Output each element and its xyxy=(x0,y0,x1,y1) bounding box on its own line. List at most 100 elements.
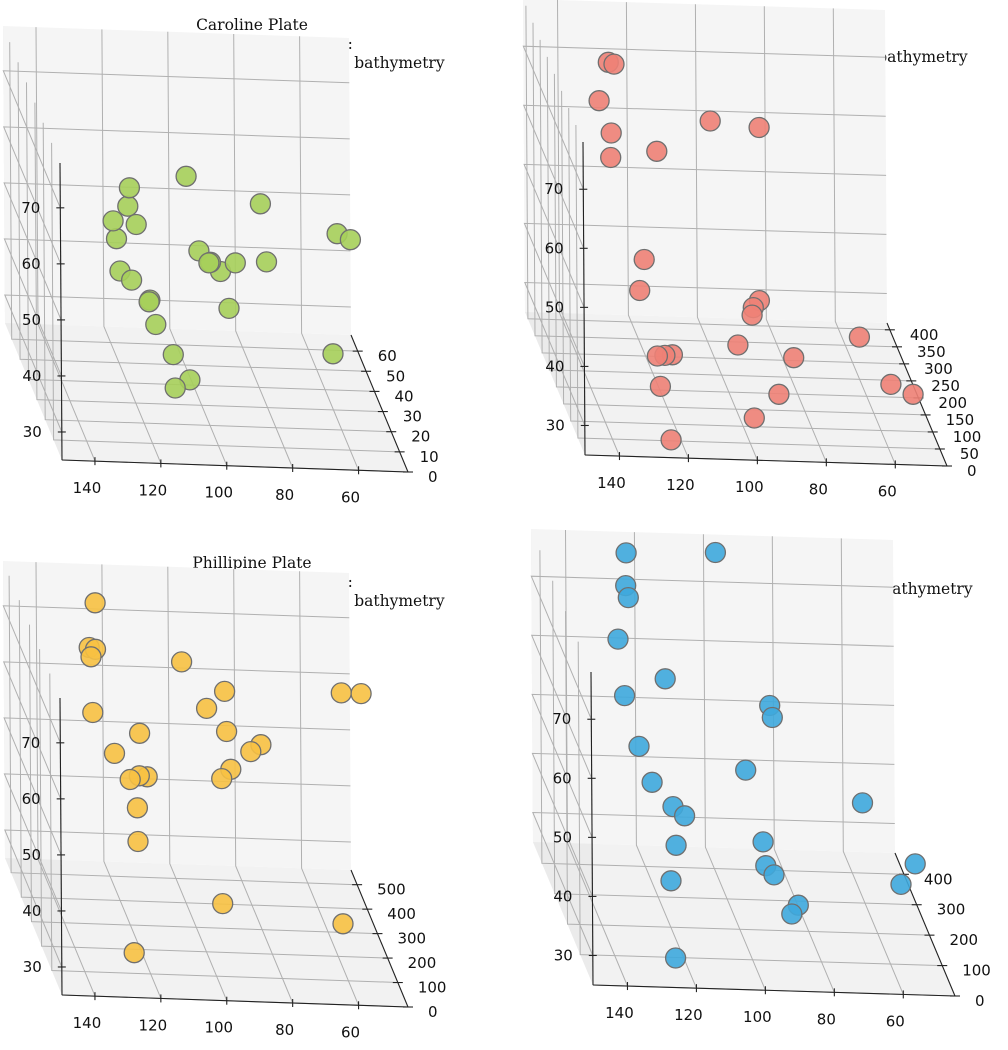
scatter-point xyxy=(120,269,143,291)
scatter-point xyxy=(126,797,149,819)
gridline xyxy=(546,56,912,382)
scatter-point xyxy=(603,53,625,75)
z-tick-label: 60 xyxy=(553,769,572,787)
scatter-point xyxy=(119,768,141,791)
gridline xyxy=(532,811,895,956)
y-tick-label: 0 xyxy=(428,468,438,486)
scatter-point xyxy=(704,541,727,564)
gridline xyxy=(840,538,904,995)
gridline xyxy=(553,73,919,399)
gridline xyxy=(530,634,894,779)
scatter-point xyxy=(890,873,912,896)
scatter-point xyxy=(350,682,372,705)
gridline xyxy=(531,752,895,897)
scatter-point xyxy=(641,771,663,793)
y-tick-label: 150 xyxy=(946,411,975,429)
scatter-point xyxy=(332,913,354,935)
scatter-point xyxy=(123,942,145,964)
scatter-point xyxy=(673,805,696,827)
scatter-point xyxy=(339,229,362,251)
gridline xyxy=(3,773,351,912)
y-axis-line xyxy=(350,334,409,473)
z-tick-label: 70 xyxy=(21,734,40,752)
scatter-point xyxy=(175,165,197,187)
y-tick-label: 350 xyxy=(917,343,946,361)
scatter-point xyxy=(600,146,622,169)
gridline xyxy=(577,641,943,967)
y-tick-label: 300 xyxy=(937,901,966,919)
scatter-point xyxy=(82,701,104,724)
gridline xyxy=(233,568,294,1004)
y-tick-label: 40 xyxy=(394,387,413,405)
gridline xyxy=(524,281,887,426)
gridline xyxy=(522,104,886,249)
z-tick-label: 40 xyxy=(553,887,572,905)
scatter-point xyxy=(902,383,924,405)
scatter-point xyxy=(781,903,803,925)
gridline xyxy=(565,611,930,936)
scatter-point xyxy=(215,720,238,743)
y-tick-label: 50 xyxy=(386,367,405,385)
scatter-points xyxy=(78,592,372,964)
scatter-point xyxy=(607,628,629,650)
y-tick-label: 200 xyxy=(949,931,978,949)
scatter-point xyxy=(198,252,220,274)
z-tick-label: 50 xyxy=(545,298,564,316)
y-tick-label: 0 xyxy=(967,462,977,480)
scatter-point xyxy=(128,722,151,744)
z-tick-label: 30 xyxy=(23,423,42,441)
scatter-point xyxy=(783,347,805,369)
gridline xyxy=(51,142,400,453)
y-tick-label: 60 xyxy=(378,347,397,365)
x-tick-label: 60 xyxy=(341,1023,360,1041)
y-axis-line xyxy=(350,869,409,1008)
gridline xyxy=(633,532,697,989)
x-tick-label: 120 xyxy=(139,481,168,499)
gridline xyxy=(832,8,896,465)
gridline xyxy=(771,536,835,993)
scatter-point xyxy=(699,110,721,132)
scatter-point xyxy=(164,377,186,399)
scatter-point xyxy=(646,140,668,162)
gridline xyxy=(3,182,351,321)
x-tick-label: 100 xyxy=(204,484,233,502)
gridline xyxy=(167,566,228,1001)
scatter-point xyxy=(617,586,639,609)
floor-pane xyxy=(525,312,947,466)
phillipine-plate-chart: Phillipine Platecorrelation of the facto… xyxy=(2,554,446,1041)
scatter-point xyxy=(654,668,676,690)
gridline xyxy=(2,661,350,800)
scatter-point xyxy=(322,343,344,365)
z-tick-label: 50 xyxy=(22,311,41,329)
gridline xyxy=(17,62,367,372)
y-tick-label: 20 xyxy=(411,428,430,446)
z-tick-label: 70 xyxy=(21,199,40,217)
z-axis-line xyxy=(590,671,594,986)
x-tick-label: 80 xyxy=(275,1021,294,1039)
scatter-point xyxy=(125,213,147,236)
gridline xyxy=(299,36,360,471)
gridline xyxy=(299,571,360,1006)
y-tick-label: 200 xyxy=(408,954,437,972)
scatter-point xyxy=(628,735,650,758)
z-tick-label: 40 xyxy=(22,902,41,920)
x-tick-label: 140 xyxy=(73,479,102,497)
scatter-point xyxy=(660,429,682,451)
gridline xyxy=(568,107,933,433)
scatter-point xyxy=(848,326,871,348)
x-tick-label: 100 xyxy=(735,478,764,496)
x-tick-label: 120 xyxy=(139,1016,168,1034)
gridline xyxy=(2,126,350,265)
scatter-point xyxy=(763,864,785,886)
scatter-point xyxy=(664,947,687,969)
x-tick-label: 60 xyxy=(878,482,897,500)
y-tick-label: 300 xyxy=(397,930,426,948)
y-tick-label: 400 xyxy=(387,905,416,923)
scatter-point xyxy=(118,177,141,199)
z-tick-label: 40 xyxy=(22,367,41,385)
y-tick-label: 0 xyxy=(975,992,985,1010)
gridline xyxy=(34,102,383,413)
back-wall-pane xyxy=(531,529,895,853)
y-tick-label: 400 xyxy=(924,870,953,888)
x-tick-label: 140 xyxy=(73,1014,102,1032)
